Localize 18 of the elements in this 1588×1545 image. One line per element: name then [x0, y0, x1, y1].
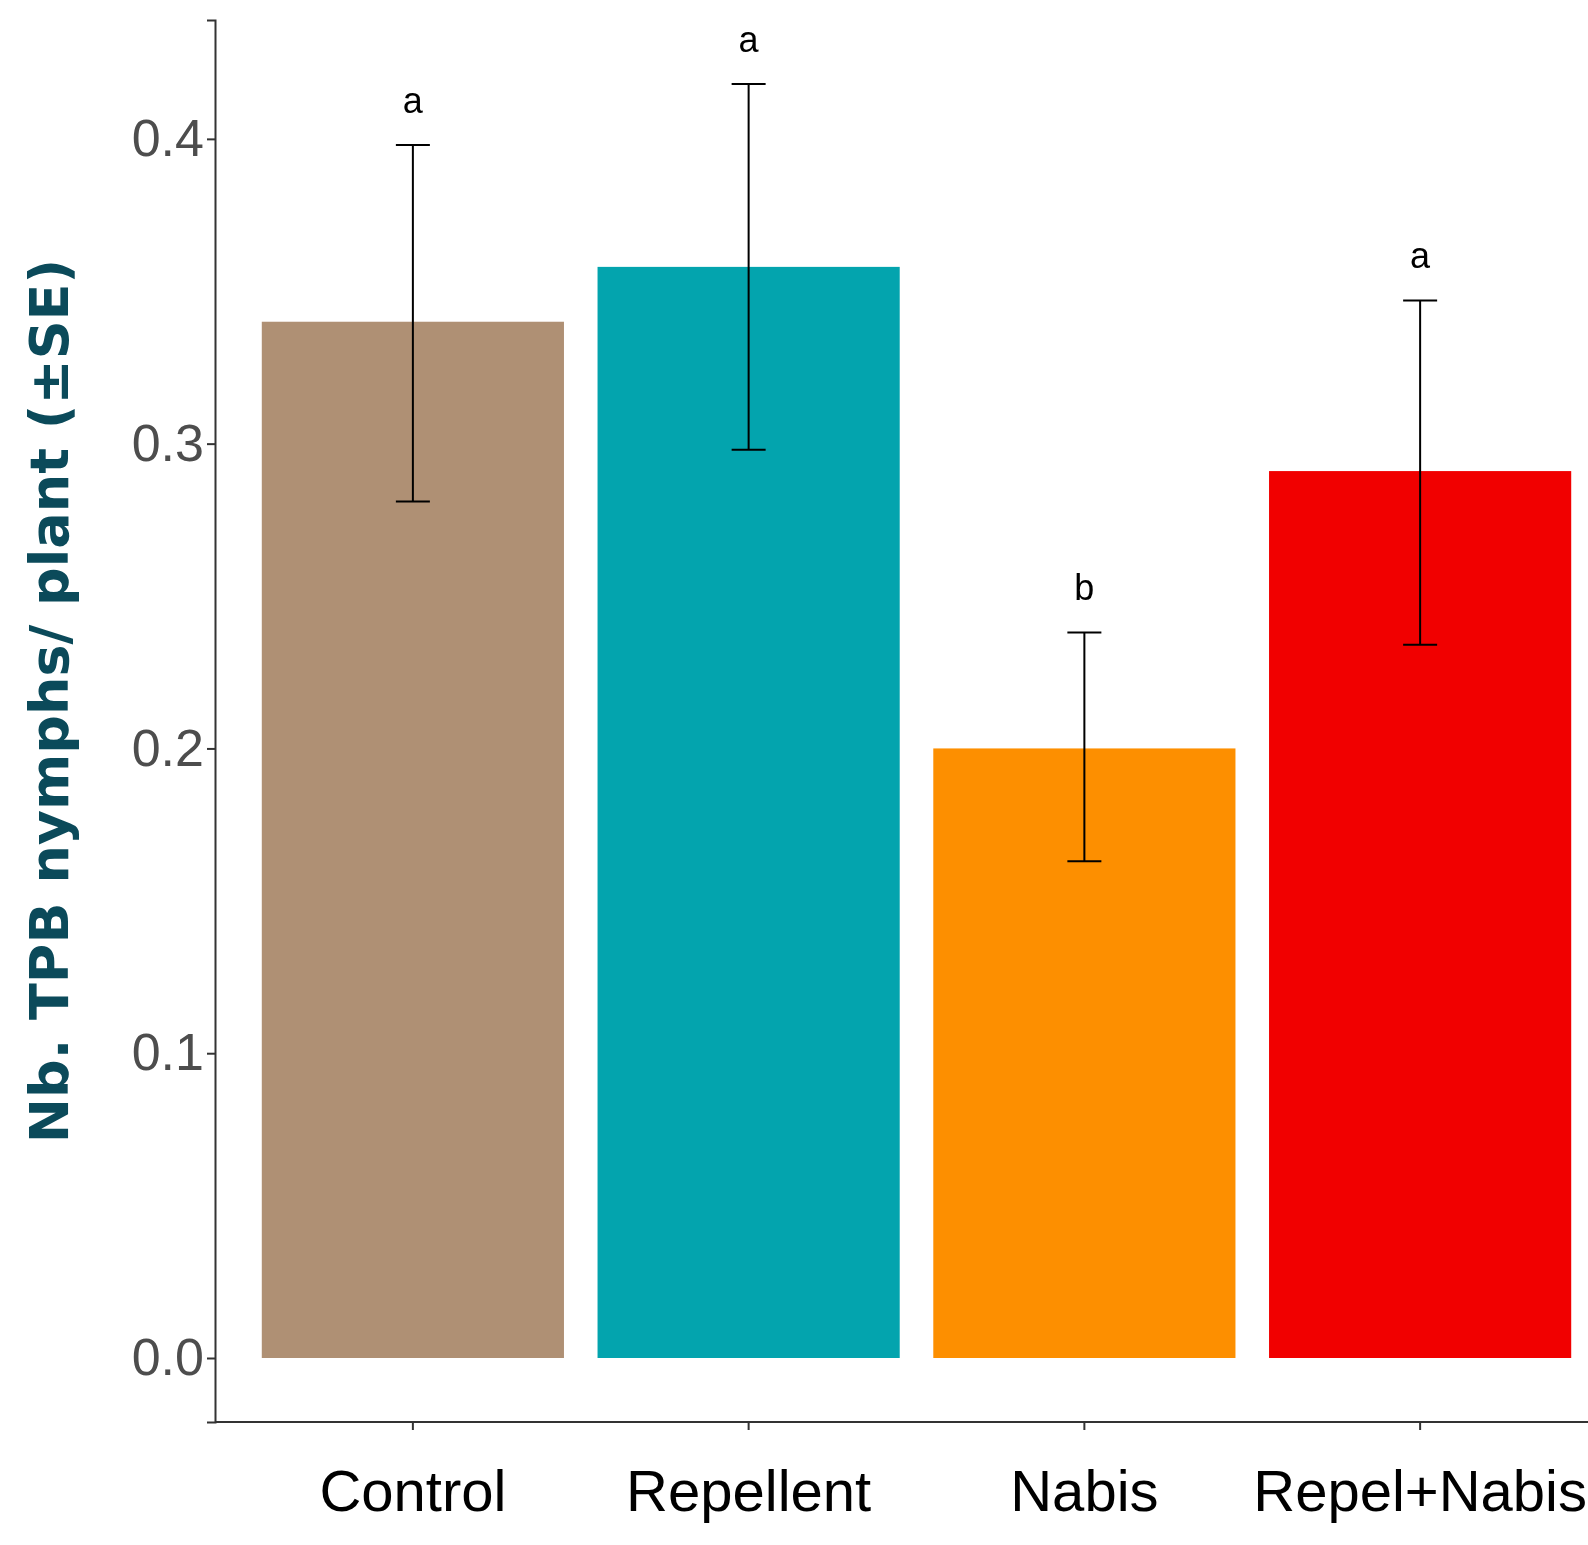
x-tick-label: Repellent: [626, 1458, 872, 1524]
y-axis-title: Nb. TPB nymphs/ plant (±SE): [18, 258, 81, 1144]
annotation: b: [1074, 567, 1095, 609]
bar: [1269, 471, 1572, 1358]
y-tick-label: 0.1: [131, 1023, 204, 1082]
bar: [933, 748, 1236, 1358]
bar: [597, 266, 900, 1358]
x-tick-label: Nabis: [1010, 1458, 1159, 1524]
bar: [261, 321, 564, 1358]
y-tick-label: 0.4: [131, 109, 204, 168]
annotation: a: [402, 79, 424, 121]
annotation: a: [738, 18, 760, 60]
x-tick-label: Repel+Nabis: [1253, 1458, 1587, 1524]
y-tick-label: 0.0: [131, 1328, 204, 1387]
y-tick-label: 0.2: [131, 718, 204, 777]
annotation: a: [1410, 235, 1432, 276]
y-tick-label: 0.3: [131, 413, 204, 472]
x-tick-label: Control: [319, 1458, 507, 1524]
